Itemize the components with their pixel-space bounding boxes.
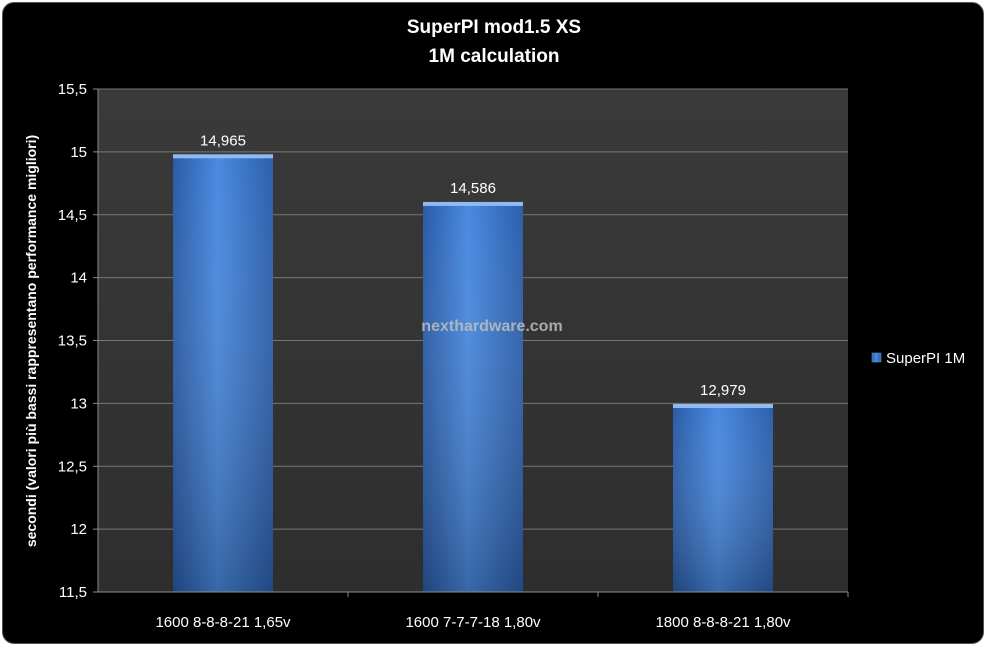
legend-swatch [871, 352, 882, 363]
y-axis-label: secondi (valori più bassi rappresentano … [23, 135, 39, 547]
bar-top [423, 201, 523, 206]
chart-title: SuperPI mod1.5 XS [407, 17, 581, 38]
watermark: nexthardware.com [421, 318, 562, 335]
data-label: 12,979 [700, 382, 746, 399]
y-tick-label: 15,5 [58, 81, 87, 98]
bar-shade [173, 156, 273, 592]
y-tick-label: 14,5 [58, 207, 87, 224]
bar-top [173, 154, 273, 159]
chart-subtitle: 1M calculation [429, 46, 560, 67]
bars [173, 154, 773, 593]
y-axis-ticks: 11,5 12 12,5 13 13,5 14 14,5 15 15,5 [58, 81, 98, 601]
bar-shade [673, 406, 773, 592]
x-tick-label: 1600 8-8-8-21 1,65v [155, 614, 291, 631]
legend-label: SuperPI 1M [886, 350, 965, 367]
y-tick-label: 13 [70, 395, 87, 412]
x-tick-label: 1600 7-7-7-18 1,80v [405, 614, 541, 631]
y-tick-label: 14 [70, 270, 87, 287]
x-tick-label: 1800 8-8-8-21 1,80v [655, 614, 791, 631]
y-tick-label: 15 [70, 144, 87, 161]
y-tick-label: 11,5 [59, 584, 87, 601]
bar-top [673, 404, 773, 409]
y-tick-label: 13,5 [58, 333, 87, 350]
y-tick-label: 12,5 [58, 458, 87, 475]
y-tick-label: 12 [70, 521, 87, 538]
data-labels: 14,965 14,586 12,979 [200, 132, 746, 399]
data-label: 14,586 [450, 180, 496, 197]
data-label: 14,965 [200, 132, 246, 149]
legend: SuperPI 1M [871, 350, 965, 367]
bar-shade [423, 203, 523, 593]
x-axis-categories: 1600 8-8-8-21 1,65v 1600 7-7-7-18 1,80v 18… [155, 592, 849, 631]
